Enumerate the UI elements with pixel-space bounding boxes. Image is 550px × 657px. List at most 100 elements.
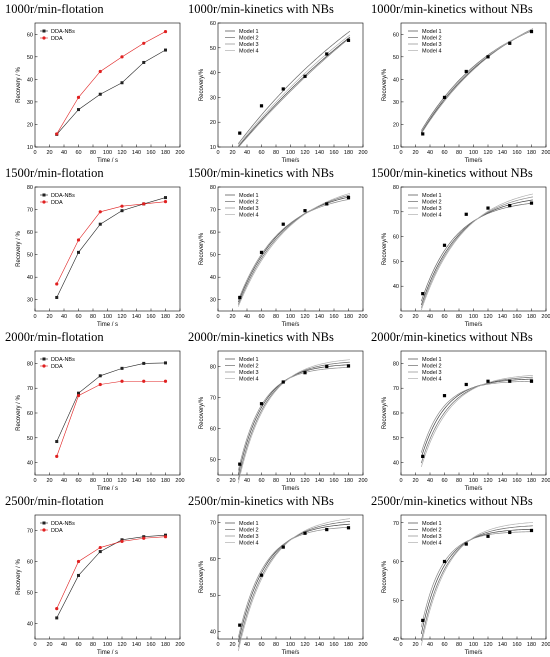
data-point (98, 69, 102, 74)
data-point (325, 364, 329, 369)
x-tick-label: 80 (273, 642, 279, 648)
data-point (76, 95, 81, 99)
model-curve-3 (420, 531, 533, 628)
data-point (55, 295, 59, 299)
y-tick-label: 30 (210, 95, 216, 101)
model-curve-1 (238, 36, 351, 147)
x-tick-label: 40 (61, 150, 67, 156)
y-tick-label: 70 (210, 208, 216, 214)
data-point (303, 371, 307, 375)
model-curve-4 (420, 374, 533, 468)
y-tick-label: 60 (393, 411, 399, 417)
y-tick-label: 30 (27, 298, 33, 304)
legend-label: Model 4 (422, 49, 442, 55)
model-curve-3 (237, 367, 350, 471)
chart-panel-7: 0 20 40 60 80 100 120 140 160 180 200 50 60 70 80 Time/… (188, 330, 372, 493)
data-point (259, 402, 264, 406)
y-tick-label: 60 (210, 21, 216, 27)
model-curve-3 (237, 526, 350, 638)
x-tick-label: 60 (75, 314, 81, 320)
series-line-dda-nbs (56, 362, 166, 442)
y-tick-label: 80 (210, 365, 216, 371)
data-point (55, 454, 59, 458)
data-point (76, 394, 81, 398)
y-axis-label: Recovery/% (199, 232, 205, 265)
legend-label: DDA-NBs (51, 193, 75, 199)
chart-svg-10: 0 20 40 60 80 100 120 140 160 180 200 40 50 60 70 Time/… (199, 514, 368, 656)
x-tick-label: 20 (46, 642, 52, 648)
y-tick-label: 50 (27, 591, 33, 597)
data-point (77, 391, 80, 395)
legend-marker (42, 521, 46, 525)
data-point (120, 366, 124, 370)
x-tick-label: 120 (300, 150, 309, 156)
series-line-dda (56, 201, 166, 285)
x-tick-label: 60 (258, 150, 264, 156)
y-tick-label: 50 (393, 598, 399, 604)
y-tick-label: 70 (27, 386, 33, 392)
x-tick-label: 80 (456, 150, 462, 156)
x-tick-label: 180 (161, 478, 170, 484)
data-point (346, 195, 351, 200)
y-tick-label: 70 (393, 386, 399, 392)
chart-svg-6: 0 20 40 60 80 100 120 140 160 180 2004050607080Tim… (16, 350, 185, 492)
y-tick-label: 50 (393, 55, 399, 61)
x-tick-label: 80 (456, 314, 462, 320)
legend-label: Model 4 (239, 49, 259, 55)
y-axis-label: Recovery/% (199, 396, 205, 429)
chart-svg-1: 0 20 40 60 80 100 120 140 160 180 200 10 20 30 40 50 60 T… (199, 21, 368, 164)
x-tick-label: 20 (412, 642, 418, 648)
data-point (142, 379, 146, 383)
y-tick-label: 80 (27, 185, 33, 191)
data-point (98, 382, 102, 387)
x-axis-label: Time/s (465, 650, 483, 656)
legend-label: Model 3 (422, 206, 442, 212)
x-tick-label: 80 (90, 314, 96, 320)
legend-label: DDA (51, 528, 63, 534)
x-tick-label: 100 (103, 478, 112, 484)
x-tick-label: 140 (498, 478, 507, 484)
series-line-dda (56, 536, 166, 609)
data-point (120, 209, 124, 213)
x-tick-label: 200 (175, 150, 184, 156)
x-tick-label: 120 (483, 478, 492, 484)
x-tick-label: 0 (399, 150, 402, 156)
x-tick-label: 160 (512, 150, 521, 156)
y-tick-label: 70 (393, 210, 399, 216)
data-point (55, 607, 59, 611)
y-tick-label: 50 (27, 253, 33, 259)
model-curve-2 (238, 30, 351, 144)
data-point (120, 81, 124, 85)
x-tick-label: 40 (427, 478, 433, 484)
data-point (98, 210, 102, 214)
data-point (281, 545, 285, 549)
x-tick-label: 200 (358, 478, 367, 484)
data-point (281, 87, 285, 91)
legend-label: Model 3 (239, 42, 259, 48)
data-point (164, 361, 167, 365)
model-curve-4 (420, 522, 533, 646)
y-tick-label: 40 (210, 71, 216, 77)
x-tick-label: 140 (132, 642, 141, 648)
legend-label: Model 3 (239, 534, 259, 540)
chart-svg-5: 0 20 40 60 80 100 120 140 160 180 2004050607080Tim… (382, 185, 550, 328)
x-tick-label: 160 (512, 642, 521, 648)
legend-label: Model 2 (422, 200, 442, 206)
chart-title: 1000r/min-flotation (5, 2, 104, 16)
x-tick-label: 160 (512, 478, 521, 484)
y-axis-label: Recovery/% (199, 68, 205, 101)
y-tick-label: 60 (210, 427, 216, 433)
legend-label: Model 4 (422, 541, 442, 547)
y-axis-label: Recovery/% (382, 560, 388, 593)
x-tick-label: 180 (527, 642, 536, 648)
y-tick-label: 10 (393, 145, 399, 151)
model-curve-1 (420, 528, 533, 634)
x-axis-label: Time/s (465, 322, 483, 328)
x-tick-label: 80 (90, 478, 96, 484)
legend-label: Model 1 (422, 193, 442, 199)
data-point (508, 379, 512, 383)
model-curve-3 (238, 37, 351, 148)
data-point (529, 528, 534, 533)
data-point (163, 29, 168, 34)
legend-label: Model 1 (239, 29, 259, 35)
